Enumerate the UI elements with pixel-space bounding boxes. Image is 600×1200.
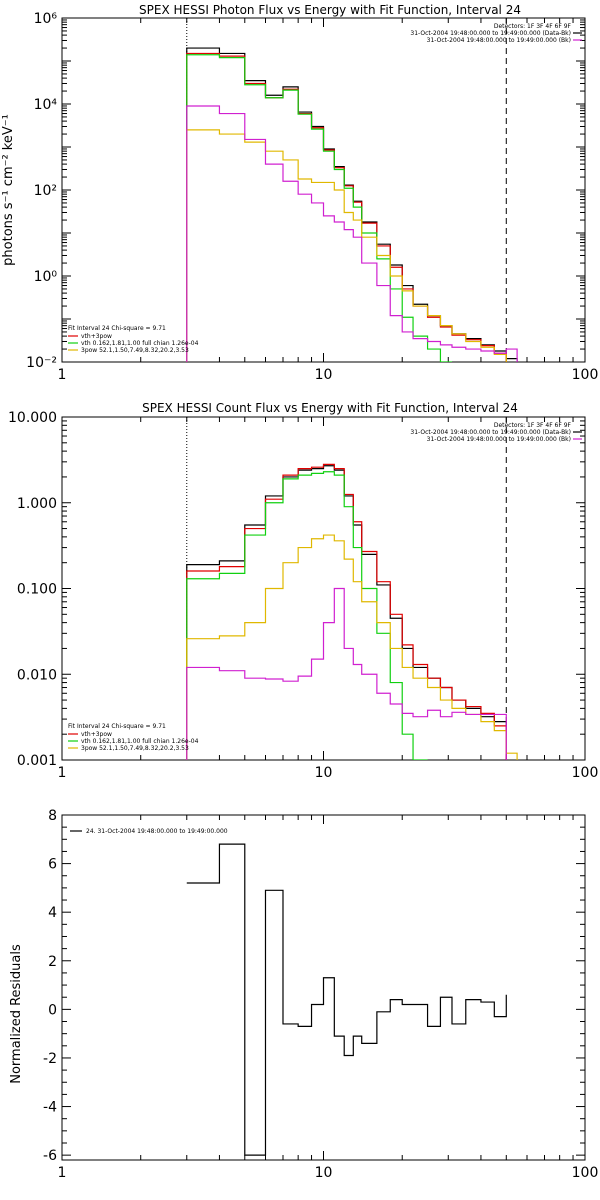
series-green-line [186, 54, 452, 362]
fit-legend-entry: vth+3pow [81, 731, 112, 738]
y-tick-label: 0.001 [17, 753, 57, 769]
legend-label: 24. 31-Oct-2004 19:48:00.000 to 19:49:00… [86, 828, 228, 835]
x-tick-label: 10 [315, 367, 333, 383]
series-black-line [186, 47, 518, 362]
residuals-plot-area: 1 10 100 -6 -4 -2 0 2 4 6 8 24. 31-Oct-2004 19:48:0… [43, 808, 598, 1181]
y-tick-label: -4 [43, 1100, 57, 1116]
y-tick-label: 4 [48, 905, 57, 921]
count-flux-chart: SPEX HESSI Count Flux vs Energy with Fit… [8, 401, 598, 781]
y-axis-label: Normalized Residuals [9, 944, 24, 1084]
info-line: 31-Oct-2004 19:48:00.000 to 19:49:00.000… [410, 30, 571, 37]
y-tick-label: 2 [48, 954, 57, 970]
x-tick-label: 10 [315, 765, 333, 781]
fit-legend-entry: 3pow 52.1,1.50,7.49,8.32,20.2,3.53 [81, 745, 189, 752]
chart-title: SPEX HESSI Count Flux vs Energy with Fit… [142, 401, 518, 415]
y-tick-label: 8 [48, 808, 57, 824]
y-tick-label: 0.100 [17, 582, 57, 598]
series-yellow-line [186, 129, 507, 362]
y-tick-label: 10⁻² [26, 355, 57, 371]
series-magenta-line [186, 105, 518, 362]
x-tick-label: 100 [572, 367, 599, 383]
y-tick-label: 10⁴ [34, 97, 58, 113]
y-tick-label: 0 [48, 1002, 57, 1018]
fit-legend-entry: vth+3pow [81, 333, 112, 340]
fit-legend-header: Fit Interval 24 Chi-square = 9.71 [68, 723, 166, 730]
series-group [186, 843, 507, 1156]
fit-legend-entry: vth 0.162,1.81,1.00 full chian 1.26e-04 [81, 738, 199, 745]
series-green-line [186, 471, 428, 760]
series-yellow-line [186, 534, 518, 760]
x-tick-label: 1 [58, 367, 67, 383]
y-tick-label: 10.000 [8, 410, 57, 426]
y-tick-label: -2 [43, 1051, 57, 1067]
y-tick-label: 6 [48, 857, 57, 873]
x-tick-label: 1 [58, 1165, 67, 1181]
y-tick-label: 1.000 [17, 496, 57, 512]
info-line: 31-Oct-2004 19:48:00.000 to 19:49:00.000… [410, 429, 571, 436]
series-black-line [186, 465, 507, 760]
photon-flux-chart: SPEX HESSI Photon Flux vs Energy with Fi… [1, 3, 598, 383]
y-tick-label: 0.010 [17, 667, 57, 683]
series-black-line [186, 843, 507, 1156]
fit-legend-entry: 3pow 52.1,1.50,7.49,8.32,20.2,3.53 [81, 347, 189, 354]
x-tick-label: 100 [572, 765, 599, 781]
chart-title: SPEX HESSI Photon Flux vs Energy with Fi… [139, 3, 521, 17]
info-line: Detectors: 1F 3F 4F 6F 9F [494, 23, 572, 30]
x-tick-label: 10 [315, 1165, 333, 1181]
series-group [186, 47, 518, 362]
series-group [186, 463, 518, 760]
info-line: 31-Oct-2004 19:48:00.000 to 19:49:00.000… [427, 436, 571, 443]
fit-legend-entry: vth 0.162,1.81,1.00 full chian 1.26e-04 [81, 340, 199, 347]
y-tick-label: -6 [43, 1148, 57, 1164]
y-tick-label: 10² [34, 183, 57, 199]
y-tick-label: 10⁶ [34, 11, 58, 27]
residuals-chart: Normalized Residuals 1 10 100 -6 -4 -2 0 2 4 6 8 24… [9, 808, 598, 1181]
info-line: 31-Oct-2004 19:48:00.000 to 19:49:00.000… [427, 37, 571, 44]
x-tick-label: 1 [58, 765, 67, 781]
series-magenta-line [186, 587, 507, 760]
fit-legend-header: Fit Interval 24 Chi-square = 9.71 [68, 325, 166, 332]
series-red-line [186, 463, 507, 760]
y-tick-label: 10⁰ [34, 269, 58, 285]
x-tick-label: 100 [572, 1165, 599, 1181]
count-plot-area: 1 10 100 0.001 0.010 0.100 1.000 10.000 Detector… [8, 410, 598, 781]
photon-plot-area: 1 10 100 10⁻² 10⁰ 10² 10⁴ 10⁶ Detectors: 1F 3F 4… [26, 11, 598, 383]
info-line: Detectors: 1F 3F 4F 6F 9F [494, 422, 572, 429]
series-red-line [186, 52, 507, 362]
y-axis-label: photons s⁻¹ cm⁻² keV⁻¹ [1, 114, 16, 266]
